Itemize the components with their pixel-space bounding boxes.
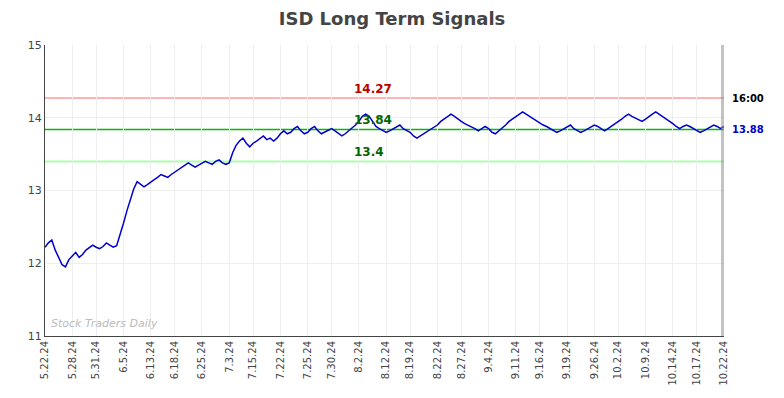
svg-text:7.15.24: 7.15.24 — [247, 341, 258, 379]
svg-text:8.22.24: 8.22.24 — [432, 341, 443, 379]
svg-text:13.88: 13.88 — [732, 124, 764, 135]
svg-text:8.2.24: 8.2.24 — [353, 341, 364, 373]
svg-text:5.22.24: 5.22.24 — [39, 341, 50, 379]
svg-text:7.3.24: 7.3.24 — [224, 341, 235, 373]
svg-text:11: 11 — [28, 330, 42, 343]
svg-text:6.13.24: 6.13.24 — [145, 341, 156, 379]
svg-text:13: 13 — [28, 184, 42, 197]
svg-text:9.19.24: 9.19.24 — [561, 341, 572, 379]
svg-text:9.11.24: 9.11.24 — [510, 341, 521, 379]
svg-text:10.22.24: 10.22.24 — [718, 341, 729, 386]
svg-text:8.12.24: 8.12.24 — [380, 341, 391, 379]
svg-text:9.4.24: 9.4.24 — [483, 341, 494, 373]
svg-text:6.5.24: 6.5.24 — [118, 341, 129, 373]
svg-text:10.14.24: 10.14.24 — [667, 341, 678, 386]
svg-text:9.26.24: 9.26.24 — [589, 341, 600, 379]
svg-text:9.16.24: 9.16.24 — [534, 341, 545, 379]
svg-text:14: 14 — [28, 112, 42, 125]
svg-text:7.30.24: 7.30.24 — [326, 341, 337, 379]
svg-text:16:00: 16:00 — [732, 93, 764, 104]
svg-text:7.22.24: 7.22.24 — [275, 341, 286, 379]
svg-text:5.31.24: 5.31.24 — [90, 341, 101, 379]
svg-text:8.27.24: 8.27.24 — [456, 341, 467, 379]
svg-text:14.27: 14.27 — [354, 82, 392, 96]
svg-text:Stock Traders Daily: Stock Traders Daily — [51, 317, 158, 330]
svg-text:8.19.24: 8.19.24 — [404, 341, 415, 379]
svg-text:10.2.24: 10.2.24 — [612, 341, 623, 379]
svg-text:13.4: 13.4 — [354, 145, 384, 159]
svg-text:7.25.24: 7.25.24 — [302, 341, 313, 379]
svg-text:12: 12 — [28, 257, 42, 270]
svg-text:10.17.24: 10.17.24 — [691, 341, 702, 386]
svg-text:ISD Long Term Signals: ISD Long Term Signals — [279, 8, 506, 29]
svg-text:6.18.24: 6.18.24 — [169, 341, 180, 379]
svg-text:6.25.24: 6.25.24 — [196, 341, 207, 379]
svg-text:5.28.24: 5.28.24 — [67, 341, 78, 379]
svg-text:10.9.24: 10.9.24 — [640, 341, 651, 379]
svg-text:13.84: 13.84 — [354, 113, 392, 127]
svg-text:15: 15 — [28, 39, 42, 52]
